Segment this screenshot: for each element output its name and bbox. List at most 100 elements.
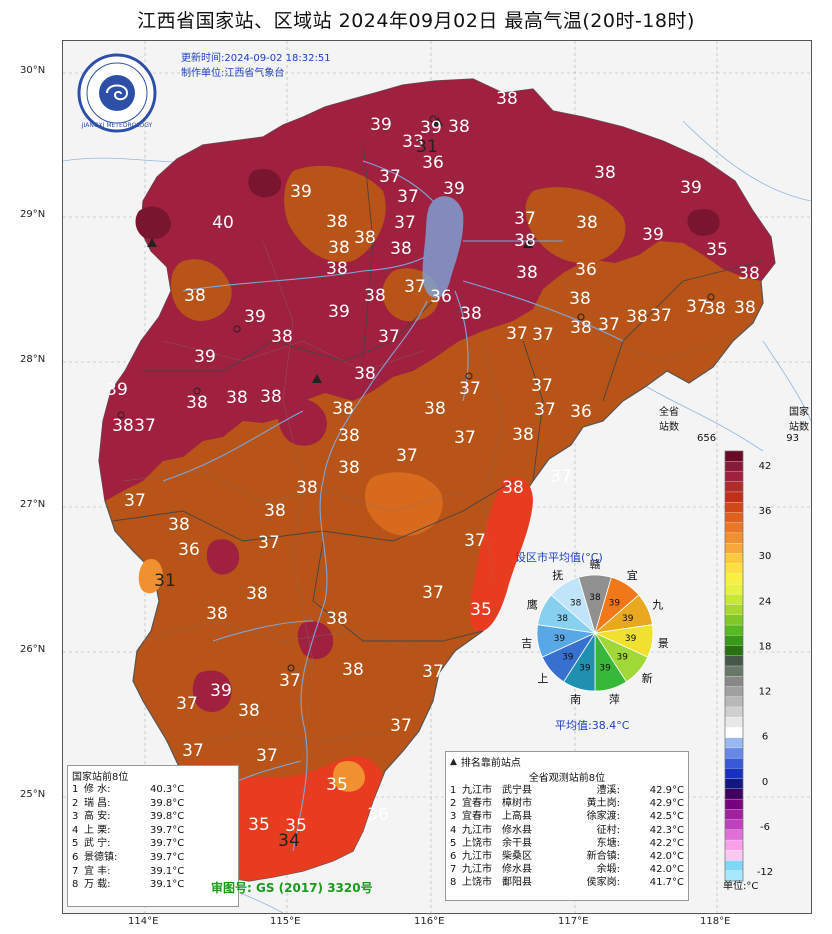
national-top-name: 万 载: (84, 879, 111, 891)
province-top-city: 九江市 (462, 851, 492, 863)
county-borders (122, 240, 724, 762)
national-top-temp: 40.3°C (150, 784, 185, 795)
province-top-station: 澧溪: (596, 785, 620, 796)
temperature-label: 39 (642, 225, 664, 245)
province-top-temp: 42.5°C (649, 811, 684, 823)
temperature-label: 39 (194, 347, 216, 367)
colorbar-cell (724, 594, 744, 606)
temperature-label: 38 (424, 399, 446, 419)
colorbar-tick: 6 (762, 732, 768, 743)
province-top-row: 7 九江市 修水县 余塅: 42.0°C (450, 863, 684, 876)
pie-slice-value: 39 (625, 634, 637, 644)
temperature-label: 37 (531, 376, 553, 396)
colorbar-cell (724, 860, 744, 872)
province-top-row: 6 九江市 柴桑区 新合镇: 42.0°C (450, 850, 684, 863)
province-top-row: 2 宜春市 樟树市 黄土岗: 42.9°C (450, 797, 684, 810)
temperature-label: 38 (354, 364, 376, 384)
province-top-station: 余塅: (596, 864, 620, 876)
zone-31-patch (333, 760, 365, 792)
colorbar-cell (724, 491, 744, 503)
province-top-rank: 6 (450, 851, 457, 863)
colorbar-cell (724, 614, 744, 626)
colorbar-cell (724, 727, 744, 739)
temperature-label: 38 (364, 286, 386, 306)
colorbar-cell (724, 563, 744, 575)
temperature-label: 31 (416, 137, 438, 157)
temperature-label: 38 (569, 289, 591, 309)
temperature-label: 38 (271, 327, 293, 347)
temperature-label: 37 (404, 277, 426, 297)
temperature-label: 37 (397, 187, 419, 207)
zone-40-spots (135, 168, 720, 240)
colorbar-cell (724, 839, 744, 851)
national-top-row: 8 万 载: 39.1°C (72, 878, 234, 892)
temperature-label: 38 (328, 238, 350, 258)
temperature-label: 38 (326, 259, 348, 279)
national-top-temp: 39.8°C (150, 811, 185, 823)
province-top-temp: 42.9°C (649, 785, 684, 796)
national-top-temp: 39.1°C (150, 865, 185, 877)
temperature-label: 38 (246, 584, 268, 604)
colorbar-cell (724, 788, 744, 800)
province-top-city: 宜春市 (462, 798, 492, 810)
national-top-rank: 4 (72, 824, 79, 836)
temperature-label: 38 (516, 263, 538, 283)
national-top-title: 国家站前8位 (72, 772, 129, 783)
colorbar-tick: 18 (759, 641, 772, 652)
temperature-label: 38 (296, 478, 318, 498)
temperature-label: 33 (402, 132, 424, 152)
province-top-station: 侯家岗: (586, 877, 620, 889)
national-top-row: 2 瑞 昌: 39.8°C (72, 797, 234, 811)
colorbar-cell (724, 717, 744, 728)
colorbar-cell (724, 583, 744, 595)
temperature-label: 39 (443, 179, 465, 199)
colorbar-tick: 24 (759, 596, 772, 607)
colorbar-tick: 36 (759, 506, 772, 517)
province-top-rank: 1 (450, 785, 457, 796)
temperature-label: 38 (186, 393, 208, 413)
temperature-label: 38 (496, 89, 518, 109)
temperature-label: 31 (154, 571, 176, 591)
colorbar-tick: 12 (759, 687, 772, 698)
province-top-rank: 7 (450, 864, 457, 876)
province-top-row: 1 九江市 武宁县 澧溪: 42.9°C (450, 784, 684, 797)
colorbar-cell (724, 635, 744, 646)
colorbar-cell (724, 512, 744, 524)
national-top-temp: 39.1°C (150, 879, 185, 891)
update-time: 更新时间:2024-09-02 18:32:51 (181, 53, 331, 64)
temperature-label: 35 (470, 600, 492, 620)
colorbar-cell (724, 655, 744, 667)
temperature-label: 37 (514, 209, 536, 229)
temperature-label: 37 (256, 746, 278, 766)
temperature-label: 37 (454, 428, 476, 448)
colorbar-cell (724, 819, 744, 831)
colorbar-cell (724, 676, 744, 687)
colorbar-cell (724, 665, 744, 677)
temperature-label: 39 (210, 681, 232, 701)
zone-35-east (469, 477, 533, 632)
temperature-label: 37 (390, 716, 412, 736)
province-top-county: 修水县 (502, 864, 532, 876)
map-title: 江西省国家站、区域站 2024年09月02日 最高气温(20时-18时) (137, 10, 695, 32)
temperature-label: 37 (396, 446, 418, 466)
province-top-title: 全省观测站前8位 (528, 773, 606, 784)
pie-slice-value: 39 (599, 664, 611, 674)
province-top-rank: 5 (450, 837, 457, 849)
temperature-label: 39 (328, 302, 350, 322)
longitude-tick: 116°E (414, 916, 445, 927)
temperature-label: 38 (168, 515, 190, 535)
producer: 制作单位:江西省气象台 (181, 68, 285, 79)
temperature-label: 38 (206, 604, 228, 624)
temperature-label: 38 (502, 478, 524, 498)
pie-slice-city: 新 (642, 671, 653, 685)
temperature-label: 38 (264, 501, 286, 521)
temperature-label: 39 (370, 115, 392, 135)
map-frame: 38 39 39 38 33 31 36 38 37 37 39 39 39 40 38 37 37 38 39 35… (62, 40, 812, 914)
pie-slice-value: 39 (622, 614, 634, 624)
colorbar-cell (724, 573, 744, 585)
province-top-county: 鄱阳县 (502, 877, 532, 889)
temperature-label: 39 (244, 307, 266, 327)
city-borders (112, 140, 764, 642)
pie-slice-city: 宜 (627, 568, 638, 582)
top-station-note: 排名靠前站点 (460, 758, 521, 769)
